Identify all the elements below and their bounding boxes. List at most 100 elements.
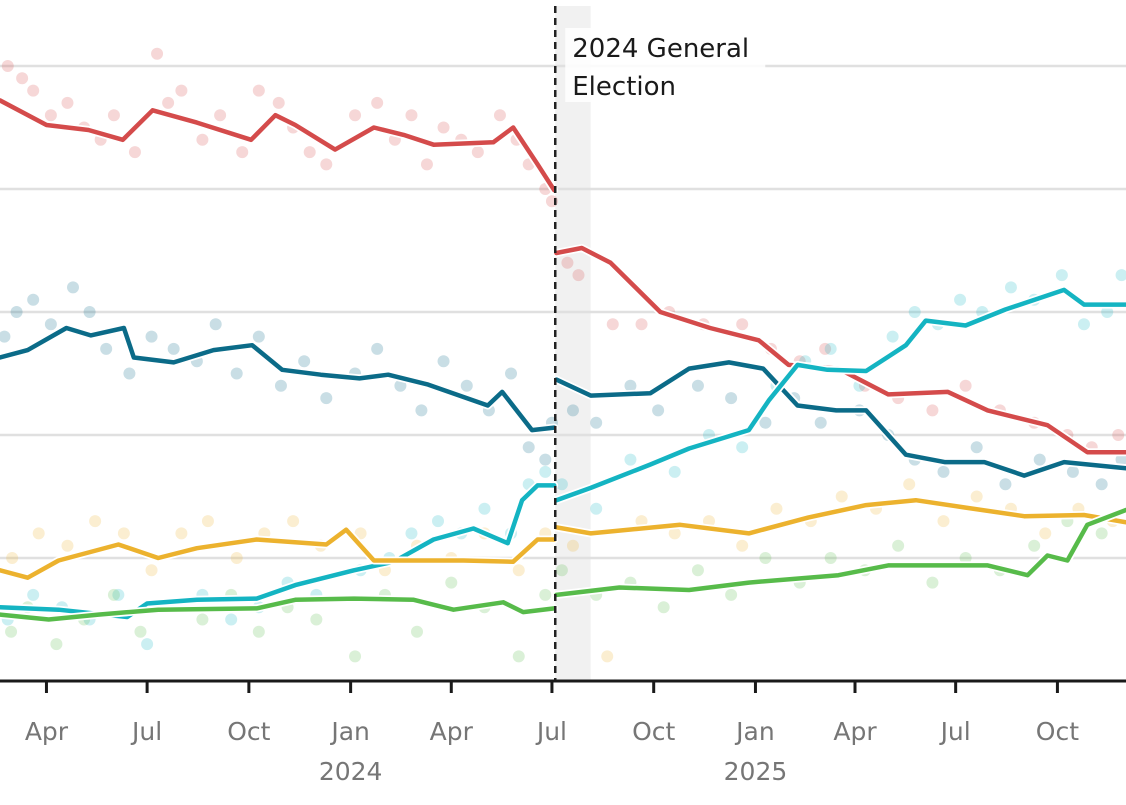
poll-point-reform-uk <box>27 588 40 601</box>
poll-point-conservative <box>145 330 158 343</box>
trend-line-labour-post-election <box>554 245 1126 455</box>
poll-point-liberal-democrats <box>175 527 188 540</box>
poll-point-reform-uk <box>886 330 899 343</box>
poll-point-reform-uk <box>432 515 445 528</box>
poll-point-labour <box>162 96 175 109</box>
poll-point-liberal-democrats <box>117 527 130 540</box>
poll-point-green <box>196 613 209 626</box>
poll-point-green <box>445 576 458 589</box>
poll-point-labour <box>107 109 120 122</box>
trend-line-green-post-election <box>554 507 1126 598</box>
poll-point-conservative <box>371 342 384 355</box>
poll-point-conservative <box>123 367 136 380</box>
x-tick-label: Jan <box>329 717 370 746</box>
poll-point-labour <box>819 342 832 355</box>
poll-point-reform-uk <box>954 293 967 306</box>
poll-point-labour <box>196 133 209 146</box>
trend-line-liberal-democrats-post-election <box>554 497 1126 536</box>
poll-point-labour <box>561 256 574 269</box>
poll-point-green <box>349 650 362 663</box>
poll-point-conservative <box>691 379 704 392</box>
poll-point-liberal-democrats <box>736 539 749 552</box>
x-tick-label: Apr <box>833 717 877 746</box>
poll-point-labour <box>606 318 619 331</box>
trend-line-conservative-pre-election <box>0 325 557 433</box>
poll-point-labour <box>572 269 585 282</box>
poll-point-conservative <box>590 416 603 429</box>
poll-point-labour <box>16 72 29 85</box>
poll-point-conservative <box>298 355 311 368</box>
poll-point-conservative <box>1033 453 1046 466</box>
poll-point-conservative <box>970 441 983 454</box>
poll-point-labour <box>128 146 141 159</box>
poll-point-liberal-democrats <box>635 515 648 528</box>
x-tick-label: Oct <box>1036 717 1079 746</box>
trend-line-labour-pre-election <box>0 98 557 193</box>
poll-point-reform-uk <box>1055 269 1068 282</box>
x-tick-label: Jan <box>734 717 775 746</box>
poll-point-green <box>959 552 972 564</box>
poll-point-labour <box>303 146 316 159</box>
poll-point-reform-uk <box>539 465 552 478</box>
poll-point-conservative <box>505 367 518 380</box>
poll-point-liberal-democrats <box>566 539 579 552</box>
poll-point-conservative <box>522 441 535 454</box>
poll-point-reform-uk <box>668 465 681 478</box>
poll-point-labour <box>272 96 285 109</box>
poll-point-labour <box>371 96 384 109</box>
poll-point-reform-uk <box>1004 281 1017 294</box>
poll-point-green <box>691 564 704 577</box>
poll-point-reform-uk <box>112 588 125 601</box>
poll-point-labour <box>959 379 972 392</box>
poll-point-labour <box>27 84 40 97</box>
poll-point-labour <box>349 109 362 122</box>
poll-point-labour <box>926 404 939 417</box>
annotation-label-background <box>565 28 766 102</box>
poll-point-conservative <box>652 404 665 417</box>
x-tick-label: Oct <box>227 717 270 746</box>
poll-point-liberal-democrats <box>287 515 300 528</box>
poll-point-liberal-democrats <box>970 490 983 503</box>
poll-point-green <box>252 625 265 638</box>
poll-point-labour <box>175 84 188 97</box>
poll-point-conservative <box>624 379 637 392</box>
poll-point-green <box>310 613 323 626</box>
x-year-label: 2025 <box>724 757 788 786</box>
poll-point-conservative <box>230 367 243 380</box>
poll-point-green <box>555 564 568 577</box>
poll-point-reform-uk <box>555 478 568 491</box>
poll-point-green <box>50 638 63 651</box>
poll-point-labour <box>736 318 749 331</box>
x-tick-label: Jul <box>535 717 567 746</box>
poll-point-conservative <box>999 478 1012 491</box>
poll-point-labour <box>1112 429 1125 441</box>
x-tick-label: Oct <box>632 717 675 746</box>
poll-point-reform-uk <box>405 527 418 540</box>
poll-point-reform-uk <box>824 342 837 355</box>
poll-point-green <box>892 539 905 552</box>
trend-line-liberal-democrats-pre-election <box>0 527 557 580</box>
poll-point-conservative <box>539 453 552 466</box>
poll-point-conservative <box>415 404 428 417</box>
poll-point-conservative <box>725 392 738 405</box>
poll-point-green <box>539 588 552 601</box>
poll-point-conservative <box>27 293 40 306</box>
x-year-label: 2024 <box>319 757 383 786</box>
annotation-label-line-2: Election <box>572 72 676 102</box>
poll-point-liberal-democrats <box>6 552 19 564</box>
poll-point-conservative <box>44 318 57 331</box>
poll-point-green <box>1028 539 1041 552</box>
poll-point-conservative <box>1095 478 1108 491</box>
x-tick-label: Apr <box>25 717 69 746</box>
poll-point-labour <box>236 146 249 159</box>
x-tick-label: Apr <box>430 717 474 746</box>
poll-point-liberal-democrats <box>668 527 681 540</box>
poll-point-liberal-democrats <box>903 478 916 491</box>
poll-point-labour <box>405 109 418 122</box>
poll-point-conservative <box>460 379 473 392</box>
poll-point-reform-uk <box>590 502 603 515</box>
poll-point-liberal-democrats <box>61 539 74 552</box>
poll-point-liberal-democrats <box>230 552 243 564</box>
poll-point-conservative <box>566 404 579 417</box>
